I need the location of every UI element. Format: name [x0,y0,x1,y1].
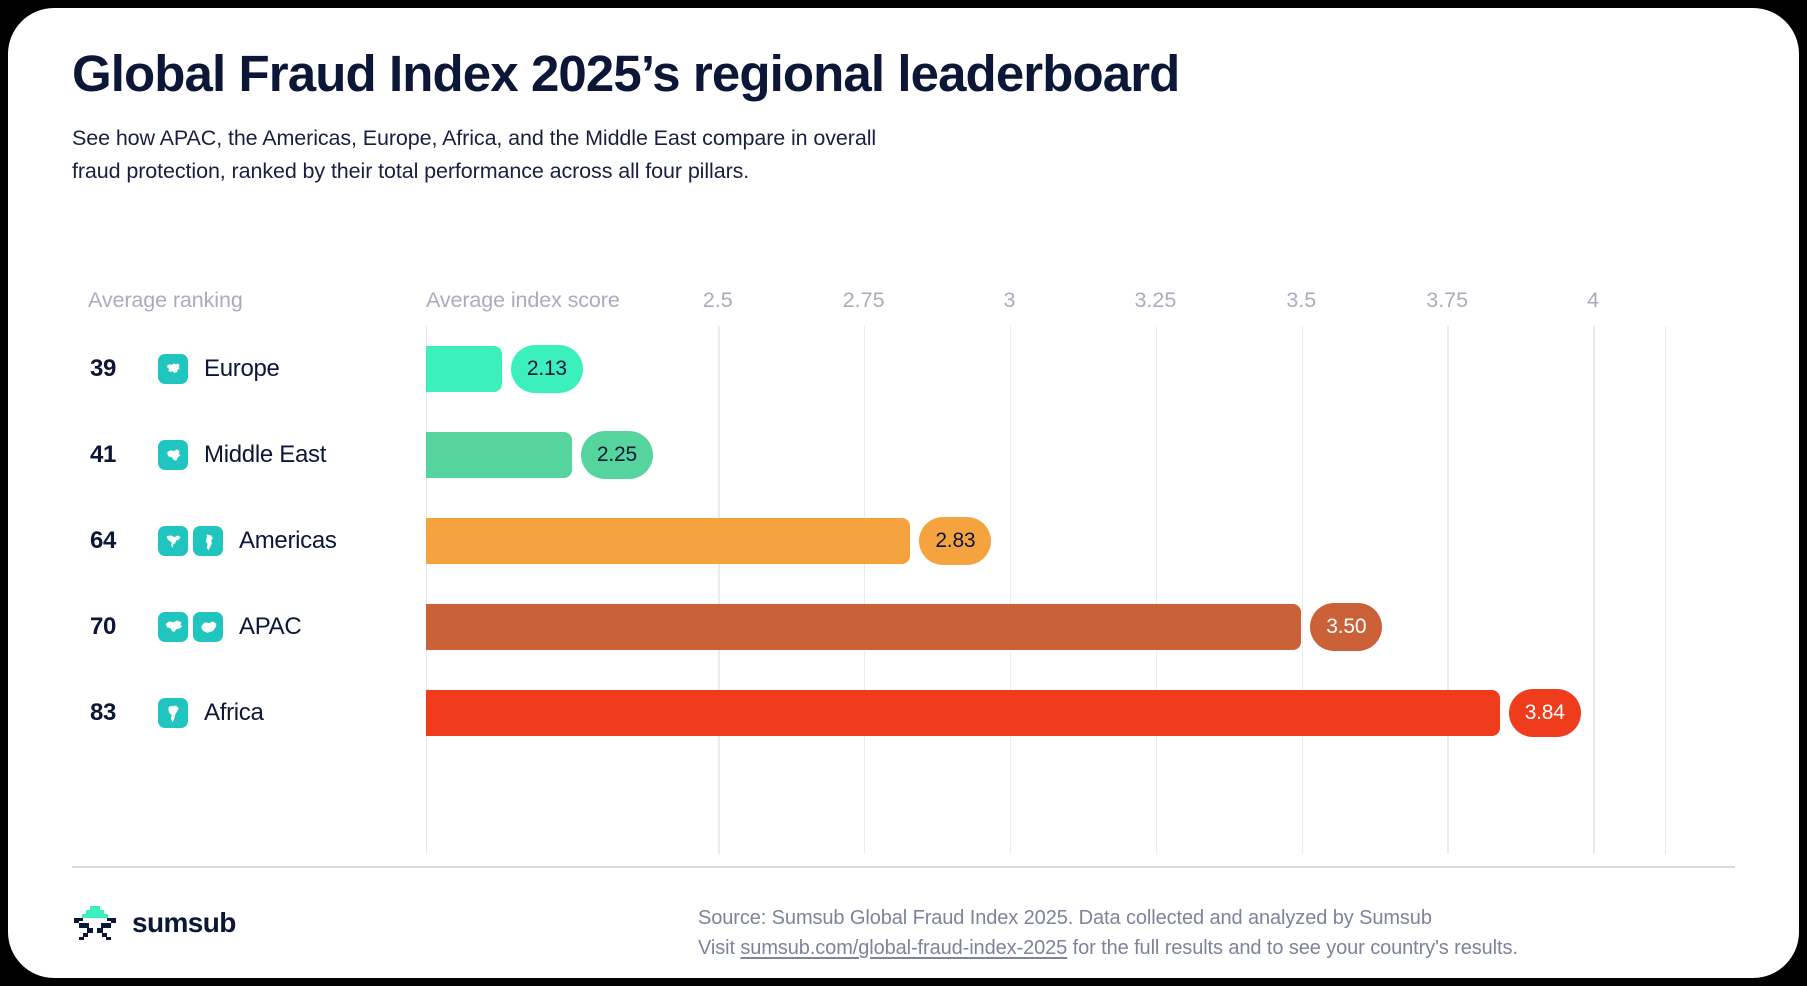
x-tick-label: 3 [1003,288,1016,312]
row-average-ranking: 70 [90,613,117,640]
source-link[interactable]: sumsub.com/global-fraud-index-2025 [740,937,1068,959]
row-average-ranking: 83 [90,699,117,726]
bar-value-label: 3.50 [1310,603,1383,651]
region-icons [158,612,223,642]
middle-east-map-icon [158,440,188,470]
page-title: Global Fraud Index 2025’s regional leade… [72,45,1180,102]
column-header-average-ranking: Average ranking [88,288,243,312]
subtitle: See how APAC, the Americas, Europe, Afri… [72,122,1572,187]
australia-map-icon [193,612,223,642]
bar [426,690,1500,736]
bar [426,604,1302,650]
south-america-map-icon [193,526,223,556]
bar-value-label: 2.13 [510,345,583,393]
region-label: APAC [239,613,302,640]
gridline [1155,326,1158,854]
sumsub-wordmark: sumsub [132,907,236,938]
sumsub-logo: sumsub [72,904,236,942]
bar [426,518,911,564]
bar-row: 83 Africa 3.84 [8,670,1799,756]
x-tick-label: 3.75 [1426,288,1469,312]
bar-chart: Average ranking Average index score 2.5 2… [8,266,1799,866]
region-icons [158,440,188,470]
north-america-map-icon [158,526,188,556]
bar-value-label: 3.84 [1508,689,1581,737]
source-line-2: Visit sumsub.com/global-fraud-index-2025… [698,933,1518,963]
row-average-ranking: 41 [90,441,117,468]
x-axis-tick-labels: 2.5 2.75 3 3.25 3.5 3.75 4 [8,266,1799,318]
gridline [1593,326,1595,854]
asia-map-icon [158,612,188,642]
bar-value-label: 2.25 [580,431,653,479]
x-tick-label: 2.75 [842,288,885,312]
europe-map-icon [158,354,188,384]
chart-card: Global Fraud Index 2025’s regional leade… [8,8,1799,978]
row-average-ranking: 39 [90,355,117,382]
bar-value-label: 2.83 [919,517,992,565]
source-visit-prefix: Visit [698,937,741,959]
bar-row: 64 Americas 2.83 [8,498,1799,584]
source-note: Source: Sumsub Global Fraud Index 2025. … [698,903,1518,963]
header: Global Fraud Index 2025’s regional leade… [72,44,1572,188]
plot-area [426,326,1666,854]
bar-row: 39 Europe 2.13 [8,326,1799,412]
region-label: Europe [204,355,280,382]
row-average-ranking: 64 [90,527,117,554]
gridline [1009,326,1012,854]
bar [426,346,502,392]
gridline [1301,326,1304,854]
region-icons [158,354,188,384]
x-tick-label: 3.5 [1286,288,1317,312]
region-label: Middle East [204,441,327,468]
source-visit-suffix: for the full results and to see your cou… [1067,937,1518,959]
sumsub-invader-icon [74,906,116,940]
source-line-1: Source: Sumsub Global Fraud Index 2025. … [698,907,1432,929]
bar [426,432,572,478]
region-label: Americas [239,527,337,554]
gridline [863,326,866,854]
footer-divider [72,866,1735,868]
x-tick-label: 2.5 [702,288,733,312]
x-tick-label: 4 [1587,288,1600,312]
africa-map-icon [158,698,188,728]
region-icons [158,526,223,556]
column-header-average-index-score: Average index score [426,288,620,312]
subtitle-line-2: fraud protection, ranked by their total … [72,158,750,183]
gridline [1447,326,1449,854]
region-icons [158,698,188,728]
x-tick-label: 3.25 [1134,288,1177,312]
bar-row: 70 APAC 3.50 [8,584,1799,670]
bar-rows: 39 Europe 2.13 41 Middle East 2.25 64 Americas 2… [8,326,1799,756]
region-label: Africa [204,699,264,726]
bar-row: 41 Middle East 2.25 [8,412,1799,498]
gridline [718,326,720,854]
subtitle-line-1: See how APAC, the Americas, Europe, Afri… [72,126,877,151]
